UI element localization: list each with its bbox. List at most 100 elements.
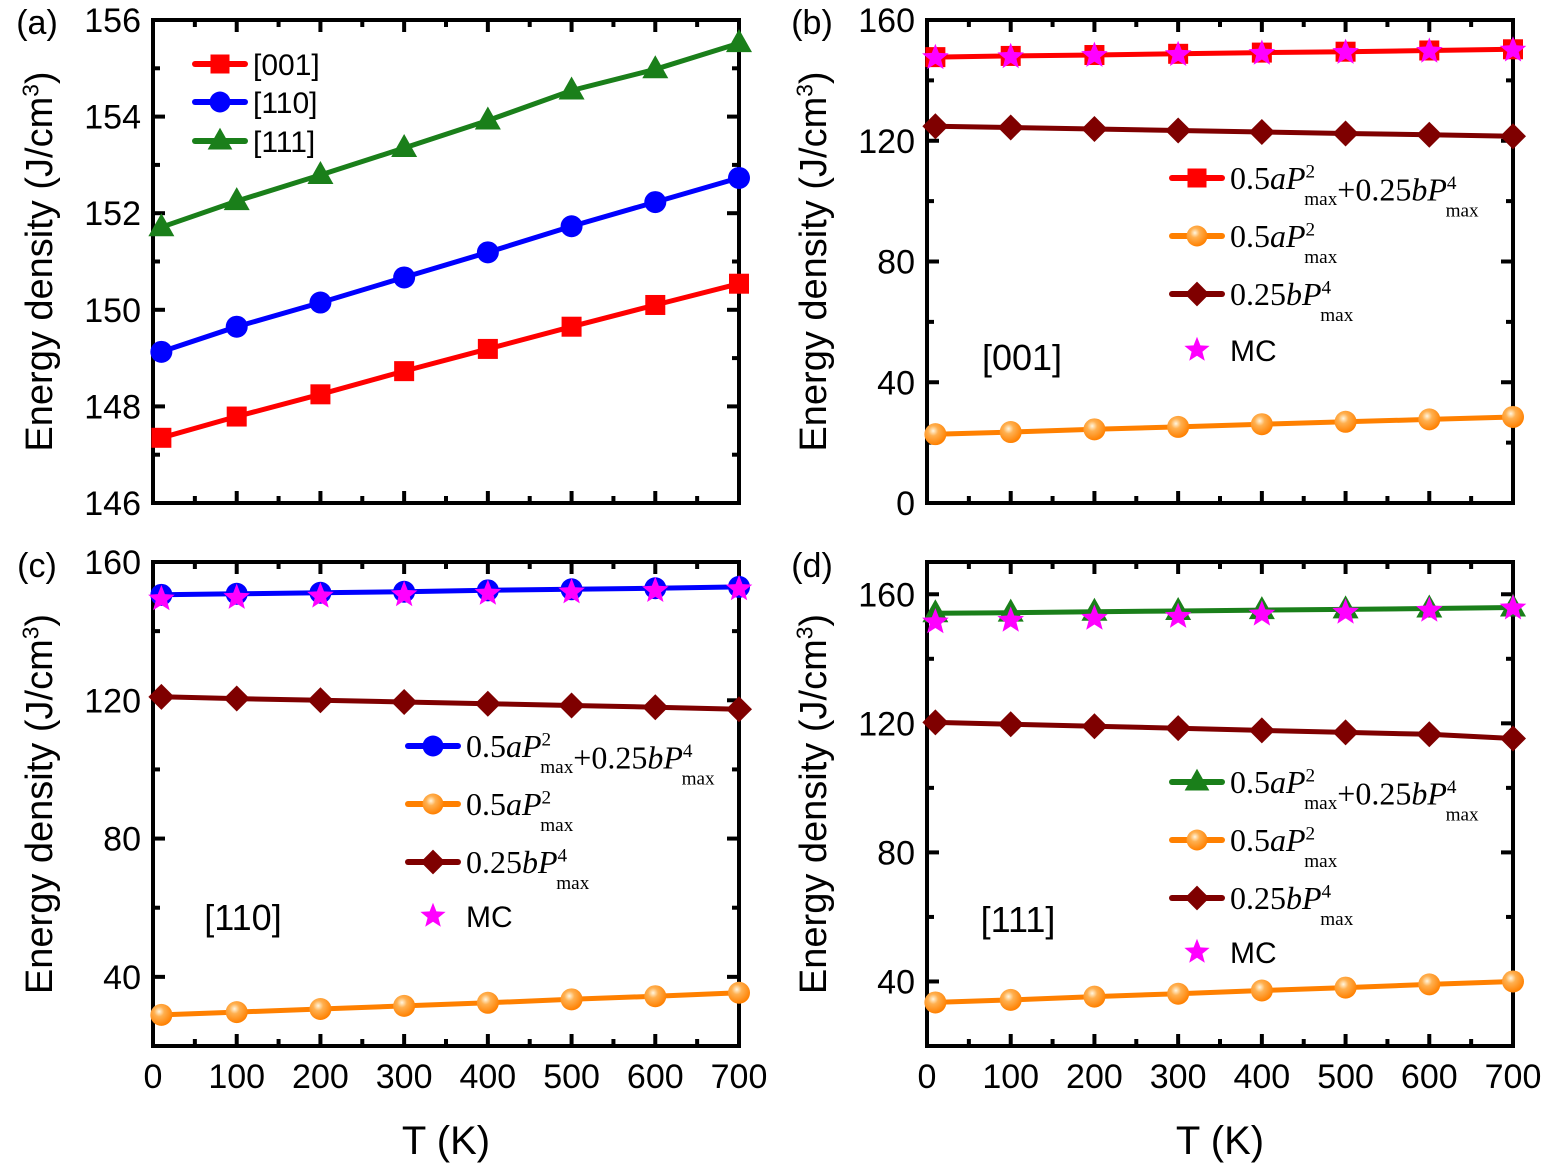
star-marker (1332, 598, 1359, 624)
legend-label: 0.5aP2 max+0.25bP4 max (466, 728, 715, 790)
legend-label: MC (1230, 335, 1277, 368)
diamond-marker (1081, 115, 1108, 142)
diamond-marker (922, 113, 949, 140)
series-line (935, 719, 1514, 741)
square-marker (226, 406, 247, 427)
x-tick-label: 400 (459, 1058, 516, 1096)
series-1 (150, 981, 750, 1026)
star-marker (1416, 596, 1443, 622)
star-marker (922, 608, 949, 634)
series-2 (148, 29, 752, 237)
diamond-marker (1248, 118, 1275, 145)
y-axis-label: Energy density (J/cm3) (17, 71, 61, 451)
square-marker (729, 273, 749, 294)
diamond-marker (1500, 725, 1526, 752)
series-1 (924, 405, 1524, 446)
star-marker (997, 42, 1024, 69)
series-line (935, 979, 1514, 1005)
star-marker (997, 606, 1024, 632)
ball-marker (1250, 413, 1273, 436)
y-tick-label: 40 (877, 963, 915, 1001)
legend-label: [111] (253, 126, 315, 159)
diamond-marker (1165, 117, 1192, 144)
orientation-annotation: [111] (981, 899, 1056, 940)
y-tick-label: 40 (103, 959, 141, 997)
star-marker (1164, 602, 1192, 628)
legend-label: 0.25bP4 max (466, 844, 590, 894)
star-marker (1081, 604, 1108, 630)
x-tick-label: 300 (1150, 1058, 1207, 1096)
panel-label: (b) (791, 4, 833, 42)
panel-label: (d) (791, 547, 833, 585)
ball-marker (309, 998, 332, 1021)
circle-marker (393, 266, 416, 289)
legend-item: 0.25bP4 max (1169, 276, 1354, 326)
ball-marker (225, 1001, 248, 1024)
circle-marker (422, 735, 444, 757)
y-tick-label: 160 (84, 544, 141, 582)
ball-marker (999, 988, 1022, 1011)
x-tick-label: 300 (376, 1058, 433, 1096)
orientation-annotation: [001] (982, 337, 1062, 378)
legend-item: MC (1184, 335, 1277, 368)
y-tick-label: 40 (877, 364, 915, 402)
series-line (161, 694, 740, 712)
ball-marker (1186, 225, 1208, 247)
ball-marker (1502, 405, 1524, 428)
ball-marker (393, 994, 416, 1017)
star-marker (390, 580, 418, 607)
circle-marker (209, 91, 231, 113)
square-marker (645, 294, 666, 315)
y-tick-label: 152 (84, 195, 141, 233)
diamond-marker (1416, 721, 1443, 748)
square-marker (477, 338, 498, 359)
star-marker (1332, 38, 1359, 64)
ball-marker (560, 988, 583, 1011)
x-tick-label: 100 (982, 1058, 1039, 1096)
y-tick-label: 120 (858, 705, 915, 743)
star-marker (1248, 39, 1276, 65)
series-line (161, 990, 740, 1018)
diamond-marker (223, 685, 250, 712)
ball-marker (999, 421, 1022, 444)
legend-item: [001] (192, 49, 320, 82)
circle-marker (728, 166, 750, 189)
y-tick-label: 156 (84, 2, 141, 40)
diamond-marker (1184, 281, 1210, 307)
legend-item: 0.5aP2 max+0.25bP4 max (1169, 160, 1479, 222)
square-marker (561, 316, 582, 337)
ball-marker (1083, 418, 1106, 441)
legend-item: 0.5aP2 max+0.25bP4 max (405, 728, 715, 790)
y-axis-label: Energy density (J/cm3) (791, 71, 835, 451)
triangle-marker (307, 161, 334, 185)
series-line (160, 281, 740, 441)
y-tick-label: 154 (84, 99, 141, 137)
star-marker (474, 579, 502, 605)
ball-marker (1250, 979, 1273, 1002)
diamond-marker (1165, 715, 1192, 742)
y-tick-label: 120 (84, 682, 141, 720)
plot-frame (151, 18, 741, 505)
star-marker (1164, 40, 1192, 66)
y-tick-label: 0 (896, 485, 915, 523)
series-line (160, 175, 740, 355)
diamond-marker (307, 687, 334, 714)
ball-marker (476, 991, 499, 1014)
star-marker (1248, 600, 1276, 626)
star-marker (1499, 594, 1527, 620)
ball-marker (1418, 408, 1441, 431)
ball-marker (924, 423, 947, 446)
star-marker (1184, 336, 1210, 361)
legend-label: 0.5aP2 max+0.25bP4 max (1230, 160, 1479, 222)
diamond-marker (1081, 713, 1108, 740)
ball-marker (1334, 976, 1357, 999)
diamond-marker (1332, 120, 1359, 147)
square-marker (210, 54, 230, 74)
series-1 (924, 970, 1524, 1014)
star-marker (1499, 36, 1527, 62)
circle-marker (225, 315, 248, 338)
plot-frame (925, 560, 1515, 1048)
series-2 (148, 683, 752, 723)
